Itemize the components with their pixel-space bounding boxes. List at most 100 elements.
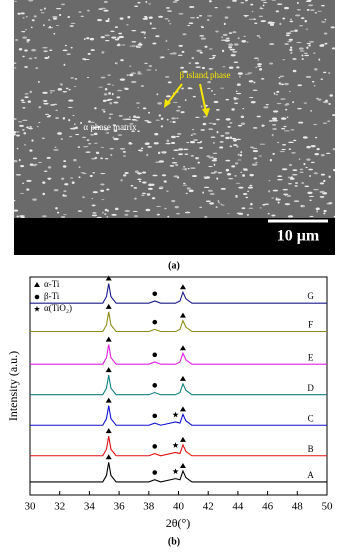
speck [165, 142, 171, 145]
speck [146, 153, 149, 157]
speck [172, 1, 178, 3]
triangle-marker [105, 367, 112, 373]
speck [130, 184, 134, 187]
speck [88, 120, 91, 123]
speck [56, 8, 62, 10]
speck [327, 120, 331, 122]
speck [26, 39, 31, 42]
speck [290, 51, 293, 55]
triangle-marker [179, 312, 186, 318]
speck [309, 199, 312, 202]
speck [208, 48, 213, 50]
speck [228, 46, 233, 49]
speck [60, 138, 63, 141]
speck [237, 153, 240, 156]
speck [320, 78, 323, 81]
triangle-marker [179, 436, 186, 442]
circle-marker [152, 319, 158, 325]
speck [142, 107, 147, 110]
speck [100, 157, 103, 160]
speck [43, 100, 48, 102]
speck [192, 128, 194, 131]
triangle-marker [179, 463, 186, 469]
speck [292, 169, 298, 172]
speck [107, 83, 111, 85]
speck [289, 30, 295, 32]
speck [225, 159, 231, 162]
speck [177, 106, 181, 108]
speck [74, 126, 78, 130]
speck [306, 46, 309, 49]
speck [55, 117, 59, 120]
speck [93, 126, 99, 129]
triangle-marker [179, 284, 186, 290]
speck [64, 44, 67, 47]
speck [213, 141, 215, 145]
speck [272, 189, 279, 192]
speck [22, 36, 27, 39]
speck [269, 43, 275, 45]
speck [128, 116, 131, 118]
speck [144, 120, 149, 122]
speck [262, 1, 268, 4]
speck [69, 127, 75, 130]
speck [127, 16, 131, 19]
speck [200, 140, 203, 143]
speck [269, 62, 274, 65]
speck [19, 215, 25, 218]
speck [129, 123, 134, 125]
speck [284, 203, 291, 206]
speck [271, 134, 274, 137]
speck [86, 139, 90, 141]
speck [235, 195, 238, 197]
speck [114, 207, 119, 211]
speck [240, 2, 245, 4]
speck [301, 54, 304, 57]
speck [221, 36, 224, 39]
speck [190, 17, 196, 19]
speck [33, 15, 37, 18]
speck [70, 22, 76, 25]
speck [169, 23, 172, 25]
speck [207, 189, 213, 192]
speck [305, 166, 308, 169]
speck [177, 54, 183, 56]
speck [285, 34, 290, 37]
speck [210, 136, 216, 138]
speck [17, 12, 21, 15]
speck [269, 158, 273, 162]
speck [107, 18, 110, 21]
speck [299, 47, 304, 50]
speck [292, 101, 295, 104]
speck [42, 215, 47, 218]
speck [58, 13, 62, 16]
speck [308, 195, 315, 197]
speck [252, 150, 259, 153]
speck [115, 62, 118, 65]
speck [158, 151, 161, 155]
speck [260, 78, 265, 80]
speck [143, 15, 148, 18]
speck [159, 186, 164, 189]
speck [220, 87, 225, 89]
speck [176, 213, 181, 215]
speck [18, 121, 23, 123]
speck [282, 17, 286, 20]
speck [38, 106, 42, 109]
speck [316, 148, 320, 151]
speck [124, 213, 129, 216]
x-tick-label: 42 [203, 501, 214, 513]
speck [110, 30, 115, 33]
speck [16, 134, 20, 137]
speck [222, 33, 228, 37]
speck [144, 142, 150, 146]
speck [108, 92, 111, 95]
speck [111, 213, 117, 216]
speck [310, 144, 316, 148]
speck [94, 142, 98, 144]
speck [101, 51, 105, 54]
speck [131, 80, 137, 84]
speck [269, 23, 275, 26]
speck [310, 161, 315, 164]
